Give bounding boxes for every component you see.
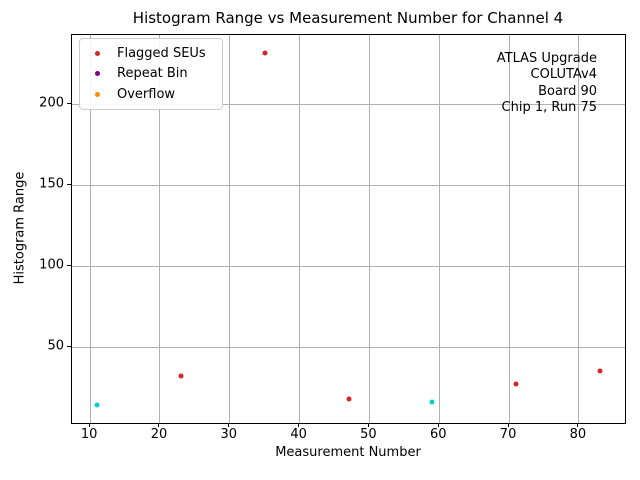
- x-tick-mark: [437, 423, 439, 427]
- annotation-text: ATLAS Upgrade COLUTAv4 Board 90 Chip 1, …: [497, 51, 597, 117]
- y-gridline: [72, 184, 625, 186]
- data-point-measurements: [429, 399, 435, 405]
- data-point-flagged-seus: [262, 50, 268, 56]
- y-gridline: [72, 346, 625, 348]
- x-tick-mark: [88, 423, 90, 427]
- y-tick-mark: [67, 345, 71, 347]
- x-gridline: [578, 35, 580, 423]
- x-tick-label: 80: [569, 427, 587, 442]
- x-tick-label: 10: [80, 427, 98, 442]
- repeat-bin-marker-icon: [95, 71, 100, 77]
- legend: Flagged SEUs Repeat Bin Overflow: [79, 38, 223, 110]
- x-tick-mark: [577, 423, 579, 427]
- y-tick-mark: [67, 264, 71, 266]
- annotation-line-3: Board 90: [538, 83, 597, 99]
- y-gridline: [72, 265, 625, 267]
- chart-title: Histogram Range vs Measurement Number fo…: [132, 9, 564, 27]
- y-tick-label: 200: [39, 95, 64, 111]
- x-tick-mark: [228, 423, 230, 427]
- y-tick-mark: [67, 102, 71, 104]
- x-tick-label: 40: [290, 427, 307, 442]
- x-tick-mark: [298, 423, 300, 427]
- data-point-flagged-seus: [597, 368, 603, 374]
- x-tick-label: 20: [150, 427, 168, 442]
- x-tick-label: 60: [429, 427, 447, 442]
- data-point-flagged-seus: [513, 381, 519, 387]
- annotation-line-4: Chip 1, Run 75: [501, 100, 597, 116]
- x-gridline: [368, 35, 370, 423]
- legend-label-overflow: Overflow: [117, 87, 176, 103]
- x-gridline: [159, 35, 161, 423]
- legend-item-flagged-seus: Flagged SEUs: [92, 46, 222, 61]
- x-tick-mark: [507, 423, 509, 427]
- x-tick-mark: [367, 423, 369, 427]
- legend-item-overflow: Overflow: [92, 87, 222, 102]
- legend-item-repeat-bin: Repeat Bin: [92, 66, 222, 81]
- data-point-measurements: [94, 402, 100, 408]
- x-gridline: [438, 35, 440, 423]
- y-tick-label: 50: [47, 338, 64, 354]
- x-gridline: [229, 35, 231, 423]
- flagged-seus-marker-icon: [95, 50, 100, 56]
- legend-label-repeat-bin: Repeat Bin: [117, 66, 188, 82]
- x-axis-label: Measurement Number: [275, 445, 421, 460]
- overflow-marker-icon: [95, 92, 100, 98]
- x-gridline: [508, 35, 510, 423]
- y-tick-mark: [67, 183, 71, 185]
- annotation-line-1: ATLAS Upgrade: [496, 51, 597, 66]
- y-tick-label: 150: [39, 176, 64, 192]
- legend-label-flagged-seus: Flagged SEUs: [117, 45, 206, 61]
- x-gridline: [299, 35, 301, 423]
- annotation-line-2: COLUTAv4: [530, 67, 597, 83]
- y-gridline: [72, 103, 625, 105]
- x-gridline: [89, 35, 91, 423]
- data-point-flagged-seus: [346, 396, 351, 402]
- x-tick-mark: [158, 423, 160, 427]
- x-tick-label: 50: [360, 427, 377, 442]
- x-tick-label: 30: [220, 427, 238, 442]
- x-tick-label: 70: [499, 427, 517, 442]
- data-point-flagged-seus: [178, 373, 184, 379]
- y-tick-label: 100: [39, 257, 64, 273]
